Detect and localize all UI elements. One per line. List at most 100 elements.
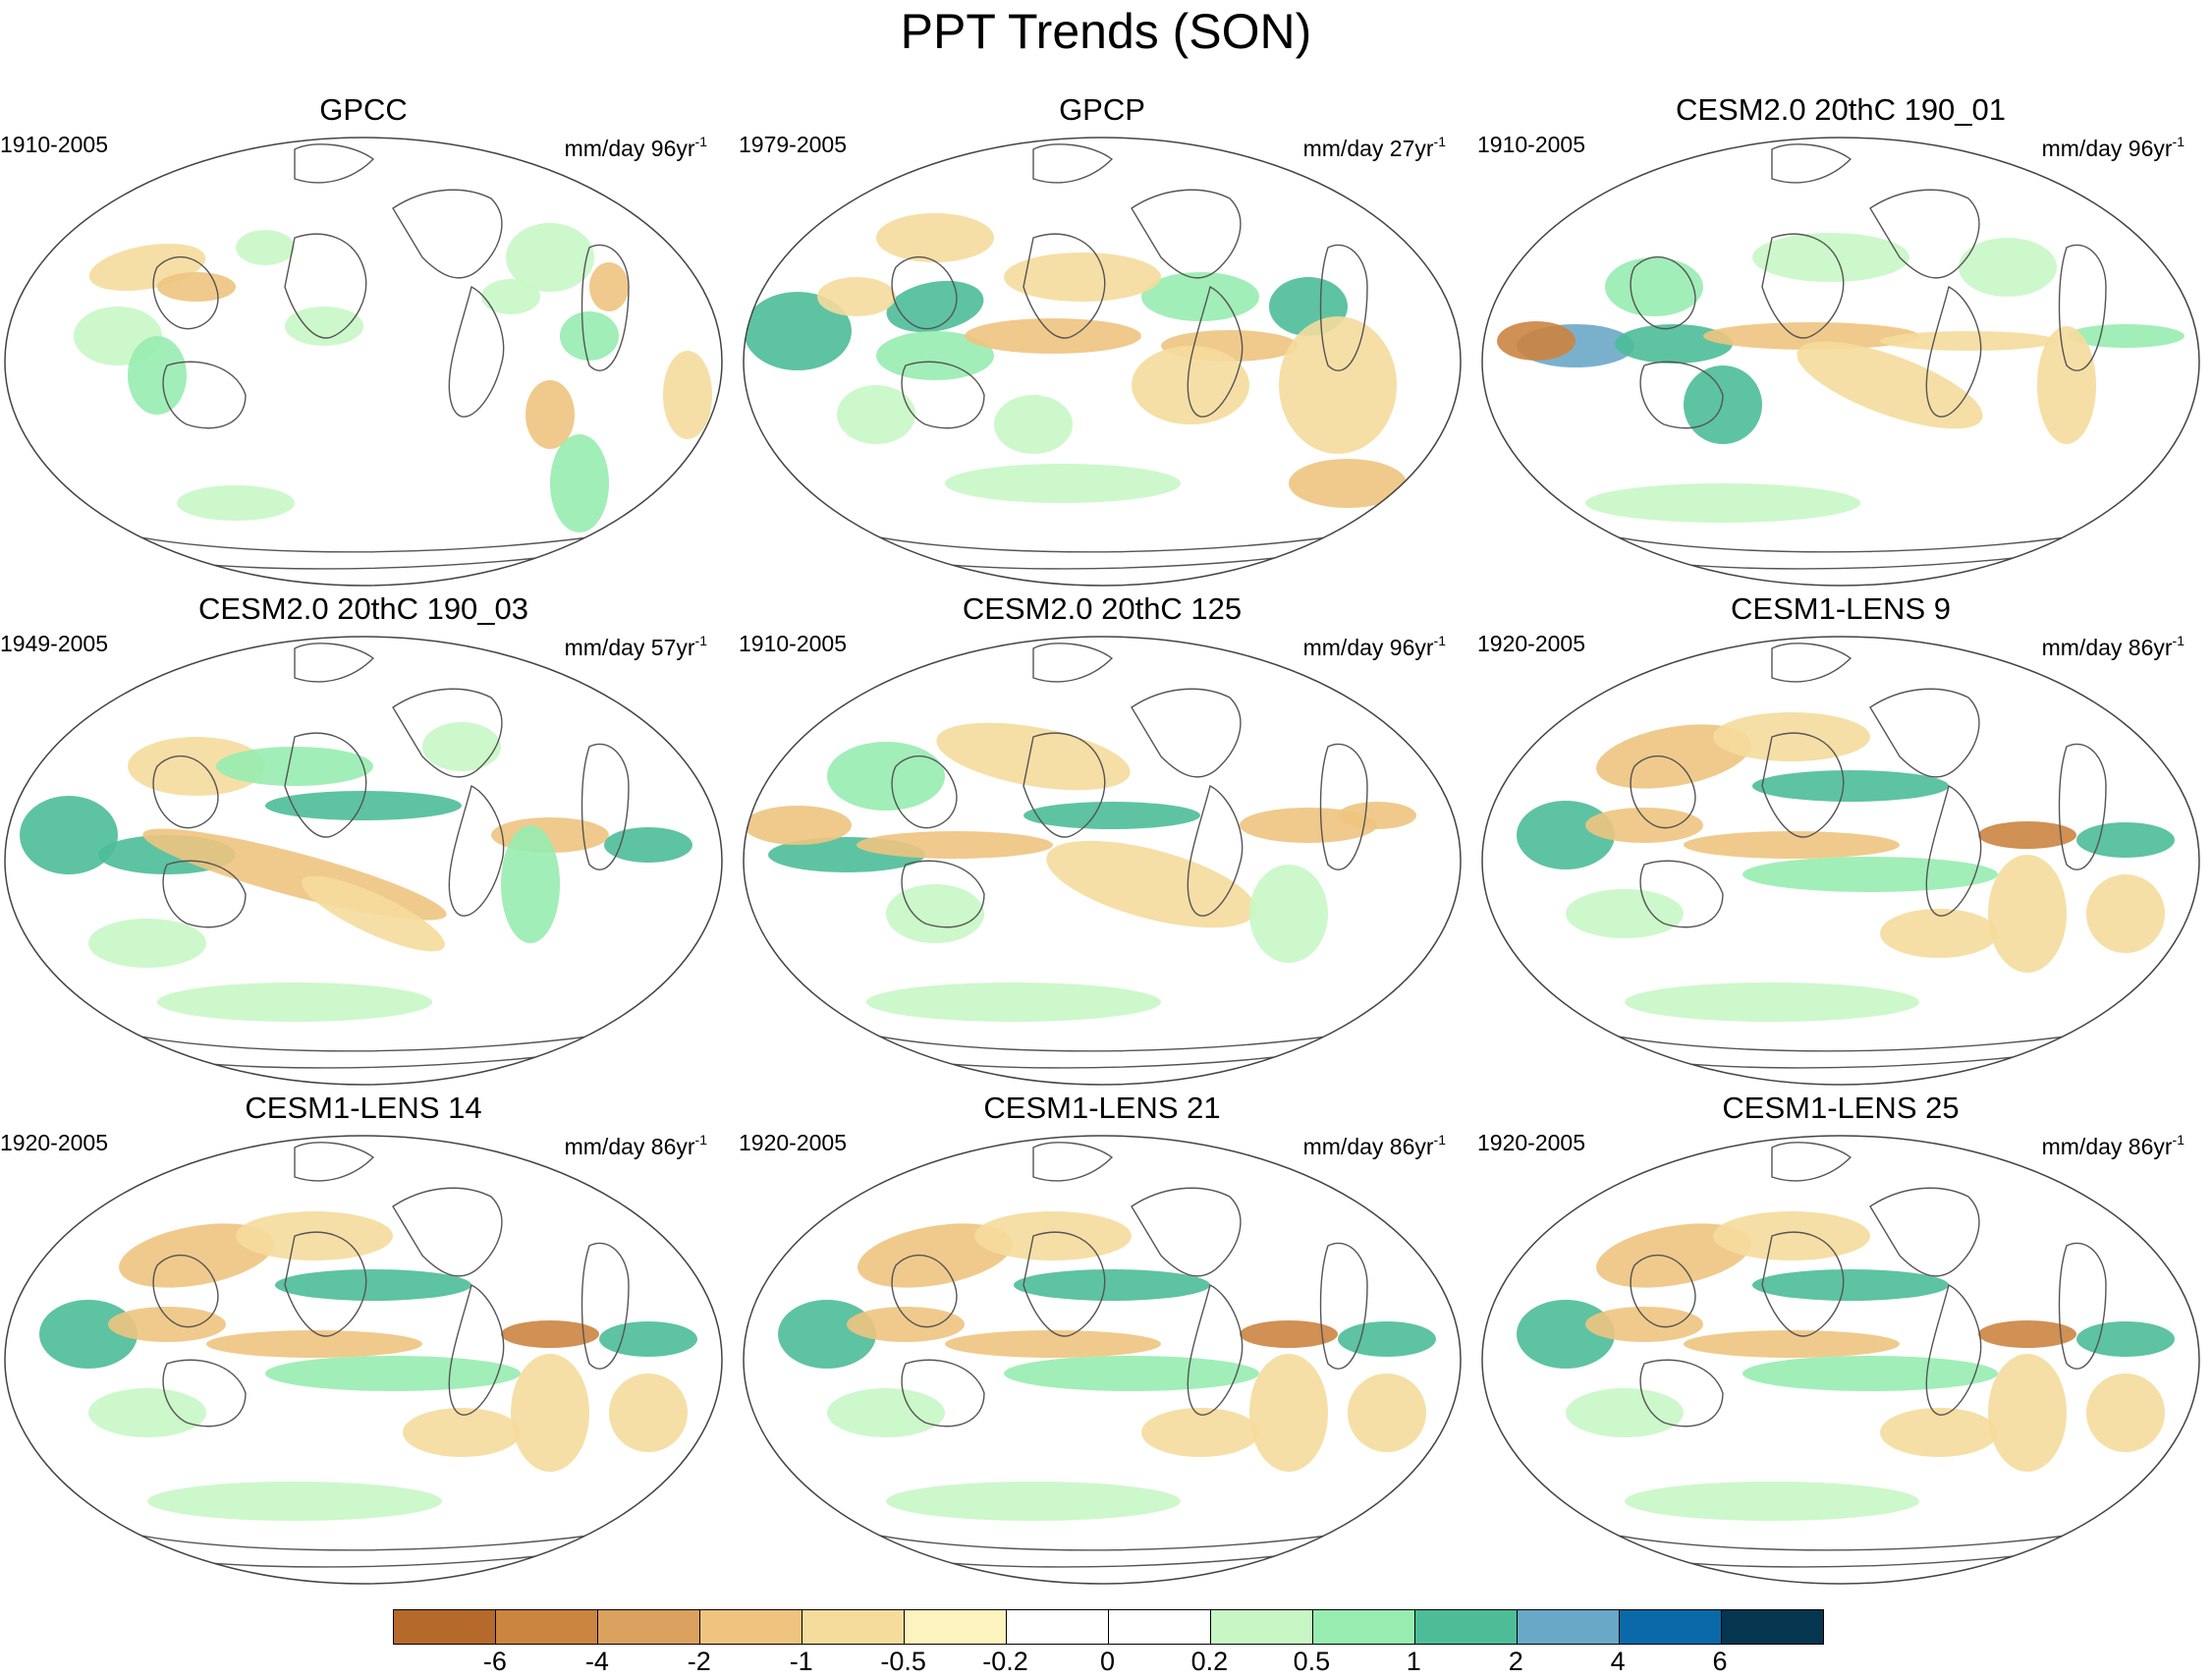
map-border [4,636,723,1086]
trend-region [481,279,540,314]
panel-units: mm/day 86yr-1 [2042,1125,2184,1161]
trend-region [1880,909,1998,958]
colorbar-swatch [802,1610,904,1644]
coastline [1771,643,1853,683]
map-panel: CESM2.0 20thC 125 1910-2005 mm/day 96yr-1 [739,589,1465,1091]
trend-region [1585,483,1860,523]
map-border [4,1135,723,1585]
coastline [1187,1283,1244,1416]
colorbar-swatch [1108,1610,1210,1644]
map-plot [1481,636,2200,1086]
colorbar-labels: -6 -4 -2 -1 -0.5 -0.2 0 0.2 0.5 1 2 4 6 [393,1647,1822,1680]
panel-title: CESM1-LENS 9 [1731,591,1951,626]
trend-region [2067,324,2184,348]
coastline [284,233,367,339]
units-text: mm/day 96yr [564,136,695,161]
panel-period: 1920-2005 [0,1130,108,1155]
trend-region [1988,1354,2067,1472]
trend-region [2086,1373,2165,1452]
map-border [4,137,723,587]
trend-region [265,1356,521,1391]
colorbar-tick-label: -2 [687,1647,711,1676]
trend-region [302,875,445,952]
coastline [152,1255,219,1328]
trend-region [1279,316,1397,454]
units-exponent: -1 [2172,134,2184,149]
panel-title: CESM1-LENS 25 [1722,1091,1960,1125]
map-plot [4,636,723,1086]
trend-region [1348,1373,1426,1452]
trend-region [857,831,1053,859]
panel-period: 1920-2005 [739,1130,847,1155]
coastline [581,1242,630,1370]
trend-region [1684,831,1900,859]
trend-region [108,1307,226,1342]
trend-region [236,230,295,265]
units-text: mm/day 96yr [2041,136,2173,161]
trend-region [128,737,265,796]
coastline [901,860,985,928]
units-exponent: -1 [694,134,707,149]
map-panel: CESM2.0 20thC 190_01 1910-2005 mm/day 96yr… [1477,90,2204,591]
units-text: mm/day 27yr [1302,136,1434,161]
trend-region [609,1373,688,1452]
trend-region [501,825,560,943]
trend-region [511,1354,589,1472]
trend-region [119,1223,274,1288]
trend-region [1596,724,1751,789]
trend-region [39,1300,138,1369]
panel-units: mm/day 86yr-1 [565,1125,707,1161]
trend-region [1988,855,2067,973]
trend-region [1752,770,1949,802]
trend-region [1684,365,1762,444]
map-panel: GPCC 1910-2005 mm/day 96yr-1 [0,90,727,591]
coastline [1925,285,1982,418]
trend-region [525,380,575,449]
map-border [743,636,1462,1086]
trend-region [876,213,994,262]
trend-region [1615,324,1733,364]
coastline [1630,756,1696,829]
panel-title: CESM2.0 20thC 125 [962,591,1243,626]
colorbar-swatch [1006,1610,1108,1644]
map-panel: CESM2.0 20thC 190_03 1949-2005 mm/day 57yr… [0,589,727,1091]
units-exponent: -1 [694,633,707,648]
units-text: mm/day 86yr [2041,635,2173,660]
trend-region [2076,822,2175,858]
trend-region [216,747,373,786]
trend-region [945,1330,1161,1358]
coastline [1925,784,1982,917]
coastline [284,732,367,838]
trend-region [1752,233,1909,282]
map-plot [743,1135,1462,1585]
trend-region [1566,1388,1684,1437]
map-border [1481,1135,2200,1585]
coastline [891,1255,958,1328]
trend-region [1023,802,1200,829]
coastline [1639,1359,1724,1428]
panel-title: CESM2.0 20thC 190_01 [1675,92,2007,127]
trend-region [501,1320,599,1348]
coastline [1639,361,1724,429]
coastline [162,860,247,928]
map-plot [4,137,723,587]
map-plot [4,1135,723,1585]
colorbar-swatch [1210,1610,1312,1644]
coastline [294,1142,375,1182]
trend-region [847,1307,965,1342]
coastline [284,1231,367,1337]
colorbar-swatch [495,1610,597,1644]
coastline [1319,743,1368,870]
units-text: mm/day 86yr [564,1134,695,1159]
trend-region [1625,982,1919,1022]
panel-period: 1910-2005 [0,132,108,157]
map-border [743,1135,1462,1585]
coastline [448,285,505,418]
panel-title: CESM1-LENS 21 [983,1091,1221,1125]
coastline [1319,1242,1368,1370]
trend-region [560,311,619,361]
trend-region [589,262,629,311]
panel-title: CESM1-LENS 14 [245,1091,482,1125]
coastline [901,361,985,429]
coastline [2058,743,2107,870]
